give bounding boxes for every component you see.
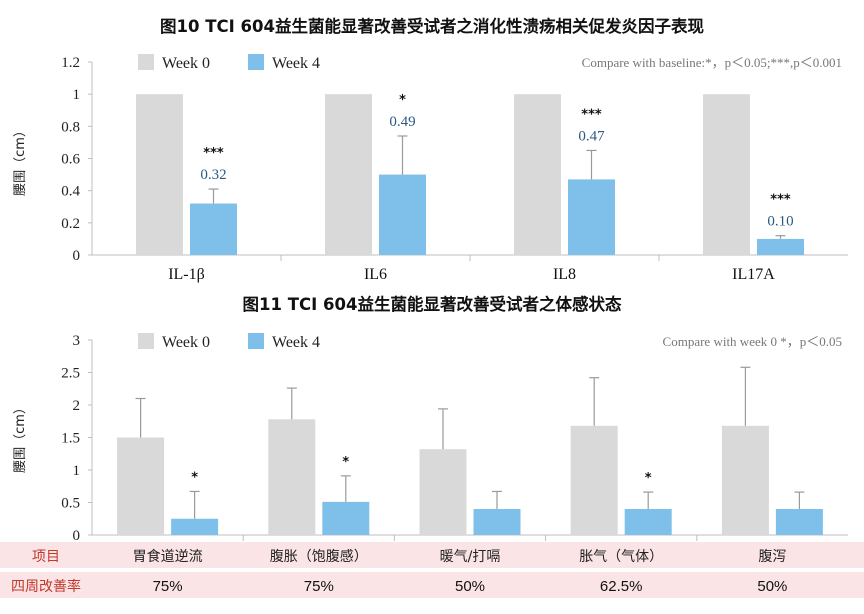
bar-week0 bbox=[117, 437, 165, 535]
bar-week0 bbox=[570, 425, 618, 535]
bar-week4 bbox=[171, 518, 219, 535]
legend-label-week0-fig10: Week 0 bbox=[162, 55, 210, 72]
bar-week4 bbox=[379, 174, 426, 255]
y-tick-label: 1 bbox=[73, 87, 81, 103]
y-tick-label: 2.5 bbox=[61, 366, 80, 382]
table-cell-item: 腹胀（饱腹感） bbox=[270, 548, 368, 565]
bar-week0 bbox=[514, 94, 561, 256]
significance-mark: *** bbox=[770, 193, 791, 208]
legend-swatch-week4-fig11 bbox=[248, 333, 264, 349]
y-ticks-fig11: 0 0.5 1 1.5 2 2.5 3 bbox=[61, 333, 92, 544]
y-tick-label: 0.6 bbox=[61, 152, 80, 168]
bar-week4 bbox=[775, 509, 823, 535]
chart-fig10: 图10 TCI 604益生菌能显著改善受试者之消化性溃疡相关促发炎因子表现 腰围… bbox=[13, 16, 848, 283]
legend-label-week4-fig11: Week 4 bbox=[272, 334, 320, 351]
table-row-items-band bbox=[0, 542, 864, 568]
table-cell-item: 腹泻 bbox=[758, 548, 786, 565]
y-tick-label: 1 bbox=[73, 463, 81, 479]
table-cell-rate: 62.5% bbox=[600, 578, 643, 595]
bar-week4 bbox=[568, 179, 615, 255]
bar-week0 bbox=[325, 94, 372, 256]
significance-marks-fig11: * * * bbox=[191, 455, 652, 486]
chart-fig11: 图11 TCI 604益生菌能显著改善受试者之体感状态 腰围（cm） Week … bbox=[13, 294, 848, 544]
y-tick-label: 1.5 bbox=[61, 431, 80, 447]
category-label: IL-1β bbox=[168, 266, 205, 283]
improvement-table: 项目 四周改善率 胃食道逆流 75% 腹胀（饱腹感） 75% 暖气/打嗝 50% 胀气（气体… bbox=[0, 542, 864, 598]
legend-label-week4-fig10: Week 4 bbox=[272, 55, 320, 72]
bar-week4 bbox=[757, 238, 804, 255]
significance-mark: *** bbox=[203, 146, 224, 161]
value-label: 0.10 bbox=[767, 214, 793, 230]
table-row-rates-band bbox=[0, 572, 864, 598]
bar-week4 bbox=[624, 509, 672, 535]
y-tick-label: 0.8 bbox=[61, 119, 80, 135]
significance-mark: * bbox=[645, 471, 652, 486]
table-cell-rate: 75% bbox=[304, 578, 334, 595]
y-ticks-fig10: 0 0.2 0.4 0.6 0.8 1 1.2 bbox=[61, 55, 92, 264]
y-tick-label: 3 bbox=[73, 333, 81, 349]
value-label: 0.49 bbox=[389, 114, 415, 130]
value-label: 0.47 bbox=[578, 128, 605, 144]
legend-swatch-week0-fig11 bbox=[138, 333, 154, 349]
bar-week0 bbox=[419, 449, 467, 535]
bar-week0 bbox=[136, 94, 183, 256]
y-tick-label: 0.5 bbox=[61, 496, 80, 512]
table-cell-rate: 50% bbox=[757, 578, 787, 595]
significance-note-fig10: Compare with baseline:*，p＜0.05;***,p＜0.0… bbox=[582, 55, 842, 70]
significance-note-fig11: Compare with week 0 *，p＜0.05 bbox=[663, 334, 842, 349]
table-cell-rate: 75% bbox=[153, 578, 183, 595]
significance-mark: * bbox=[399, 93, 406, 108]
legend-label-week0-fig11: Week 0 bbox=[162, 334, 210, 351]
category-label: IL6 bbox=[364, 266, 387, 283]
bars-fig10 bbox=[136, 94, 804, 261]
y-axis-label-fig10: 腰围（cm） bbox=[13, 124, 28, 196]
bar-week4 bbox=[322, 501, 370, 535]
bar-week4 bbox=[190, 203, 237, 255]
y-tick-label: 1.2 bbox=[61, 55, 80, 71]
table-cell-item: 胃食道逆流 bbox=[133, 548, 203, 565]
bar-week0 bbox=[268, 419, 316, 535]
y-axis-label-fig11: 腰围（cm） bbox=[13, 401, 28, 473]
y-tick-label: 2 bbox=[73, 398, 81, 414]
y-tick-label: 0.2 bbox=[61, 216, 80, 232]
table-cell-item: 暖气/打嗝 bbox=[440, 548, 501, 565]
category-label: IL8 bbox=[553, 266, 576, 283]
y-tick-label: 0.4 bbox=[61, 184, 80, 200]
table-cells: 胃食道逆流 75% 腹胀（饱腹感） 75% 暖气/打嗝 50% 胀气（气体） 62.5% 腹泻 5… bbox=[133, 548, 788, 595]
table-cell-rate: 50% bbox=[455, 578, 485, 595]
bar-labels-fig10: IL-1β 0.32 *** IL6 0.49 * IL8 0.47 *** IL17A 0.10 *… bbox=[168, 93, 793, 283]
significance-mark: * bbox=[191, 470, 198, 485]
bar-week0 bbox=[721, 425, 769, 535]
bar-week4 bbox=[473, 509, 521, 535]
legend-swatch-week4-fig10 bbox=[248, 54, 264, 70]
chart-title-fig11: 图11 TCI 604益生菌能显著改善受试者之体感状态 bbox=[243, 294, 622, 314]
table-header-items: 项目 bbox=[32, 549, 60, 565]
legend-swatch-week0-fig10 bbox=[138, 54, 154, 70]
table-cell-item: 胀气（气体） bbox=[579, 549, 663, 565]
category-label: IL17A bbox=[732, 266, 775, 283]
value-label: 0.32 bbox=[200, 167, 226, 183]
bar-week0 bbox=[703, 94, 750, 256]
significance-mark: *** bbox=[581, 107, 602, 122]
significance-mark: * bbox=[342, 455, 349, 470]
y-tick-label: 0 bbox=[73, 248, 81, 264]
bars-fig11 bbox=[117, 366, 823, 541]
table-header-rate: 四周改善率 bbox=[11, 578, 81, 595]
y-tick-label: 0 bbox=[73, 528, 81, 544]
chart-title-fig10: 图10 TCI 604益生菌能显著改善受试者之消化性溃疡相关促发炎因子表现 bbox=[160, 16, 704, 36]
